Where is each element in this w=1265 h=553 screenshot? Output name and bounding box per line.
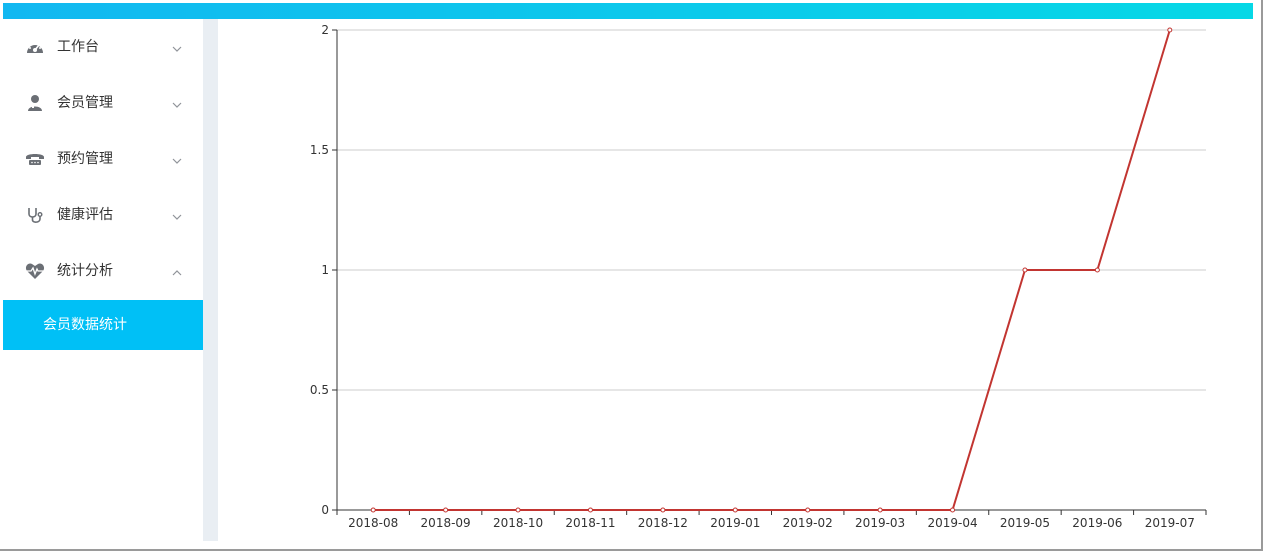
chevron-up-icon [171, 264, 183, 276]
data-point [443, 507, 449, 513]
user-icon [25, 94, 45, 112]
x-tick-label: 2019-05 [1000, 516, 1050, 530]
x-tick-label: 2019-07 [1145, 516, 1195, 530]
data-point [1022, 267, 1028, 273]
chevron-down-icon [171, 152, 183, 164]
x-tick-label: 2018-11 [565, 516, 615, 530]
x-tick-label: 2018-10 [493, 516, 543, 530]
axes: 0 0.5 1 1.5 2 2018-08 2018-09 2018-10 2018-11 201… [310, 23, 1207, 530]
x-tick-label: 2019-01 [710, 516, 760, 530]
data-point [515, 507, 521, 513]
gridlines [337, 29, 1206, 391]
x-tick-label: 2019-02 [783, 516, 833, 530]
data-point [950, 507, 956, 513]
y-tick-label: 0 [321, 503, 329, 517]
series [370, 27, 1173, 513]
stethoscope-icon [25, 206, 45, 224]
heartbeat-icon [25, 262, 45, 280]
x-tick-label: 2018-12 [638, 516, 688, 530]
data-point [877, 507, 883, 513]
sidebar-item-label: 会员管理 [57, 95, 113, 111]
x-tick-label: 2019-03 [855, 516, 905, 530]
sidebar-item-label: 工作台 [57, 39, 99, 55]
phone-icon [25, 150, 45, 168]
data-point [370, 507, 376, 513]
sidebar-item-label: 预约管理 [57, 151, 113, 167]
submenu-item-label: 会员数据统计 [43, 317, 127, 333]
data-point [732, 507, 738, 513]
sidebar-item-health-assessment[interactable]: 健康评估 [3, 187, 203, 243]
x-tick-label: 2018-09 [421, 516, 471, 530]
y-tick-label: 1 [321, 263, 329, 277]
x-tick-label: 2018-08 [348, 516, 398, 530]
sidebar-item-workbench[interactable]: 工作台 [3, 19, 203, 75]
sidebar-item-member-management[interactable]: 会员管理 [3, 75, 203, 131]
submenu-item-member-statistics[interactable]: 会员数据统计 [3, 300, 203, 350]
line-chart: 0 0.5 1 1.5 2 2018-08 2018-09 2018-10 2018-11 201… [310, 23, 1207, 530]
sidebar-divider [203, 19, 218, 541]
member-statistics-chart: 0 0.5 1 1.5 2 2018-08 2018-09 2018-10 2018-11 201… [218, 19, 1253, 541]
data-point [805, 507, 811, 513]
data-point [1094, 267, 1100, 273]
sidebar-item-label: 健康评估 [57, 207, 113, 223]
sidebar-item-label: 统计分析 [57, 263, 113, 279]
y-tick-label: 1.5 [310, 143, 329, 157]
dashboard-icon [25, 38, 45, 56]
data-point [587, 507, 593, 513]
sidebar: 工作台 会员管理 预约管理 [3, 19, 203, 541]
sidebar-item-statistics[interactable]: 统计分析 [3, 243, 203, 299]
chevron-down-icon [171, 96, 183, 108]
data-point [1167, 27, 1173, 33]
sidebar-item-appointment-management[interactable]: 预约管理 [3, 131, 203, 187]
chevron-down-icon [171, 40, 183, 52]
x-tick-label: 2019-04 [927, 516, 977, 530]
header-bar [3, 3, 1253, 19]
series-line [373, 29, 1171, 511]
y-tick-label: 2 [321, 23, 329, 37]
chevron-down-icon [171, 208, 183, 220]
x-tick-label: 2019-06 [1072, 516, 1122, 530]
data-point [660, 507, 666, 513]
y-tick-label: 0.5 [310, 383, 329, 397]
